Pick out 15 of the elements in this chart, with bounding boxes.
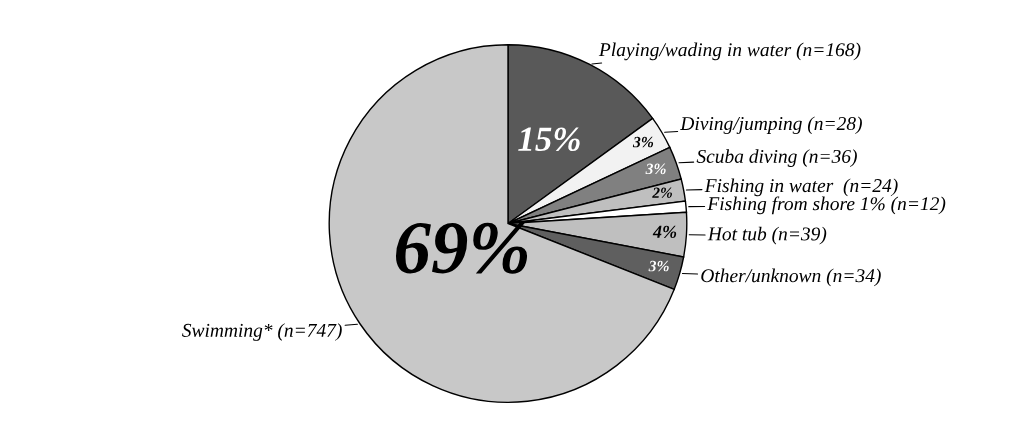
data-label: 69%	[396, 222, 528, 274]
slice-label: Other/unknown (n=34)	[701, 268, 881, 287]
data-label: 3%	[632, 136, 654, 148]
slice-label: Swimming* (n=747)	[182, 323, 342, 341]
slice-label: Playing/wading in water (n=168)	[598, 42, 861, 61]
data-label: 2%	[652, 187, 672, 198]
data-label: 3%	[648, 260, 669, 272]
slice-label: Scuba diving (n=36)	[696, 149, 857, 167]
data-label: 4%	[652, 225, 677, 238]
slice-label: Fishing from shore 1% (n=12)	[707, 196, 946, 215]
slice-label: Hot tub (n=39)	[707, 226, 827, 245]
data-label: 15%	[518, 127, 580, 152]
slice-label: Fishing in water (n=24)	[704, 178, 898, 197]
slice-label: Diving/jumping (n=28)	[680, 116, 862, 135]
data-label: 3%	[645, 163, 666, 175]
